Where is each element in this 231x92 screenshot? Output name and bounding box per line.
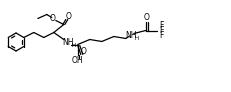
Text: O: O bbox=[66, 12, 71, 21]
Text: O: O bbox=[50, 14, 55, 23]
Text: F: F bbox=[159, 26, 163, 35]
Text: H: H bbox=[71, 43, 75, 48]
Text: F: F bbox=[159, 21, 163, 30]
Text: H: H bbox=[134, 36, 138, 41]
Text: O: O bbox=[143, 13, 149, 22]
Text: NH: NH bbox=[62, 38, 73, 47]
Text: NH: NH bbox=[125, 31, 136, 40]
Text: OH: OH bbox=[72, 56, 83, 65]
Text: O: O bbox=[81, 47, 86, 56]
Text: F: F bbox=[159, 31, 163, 40]
